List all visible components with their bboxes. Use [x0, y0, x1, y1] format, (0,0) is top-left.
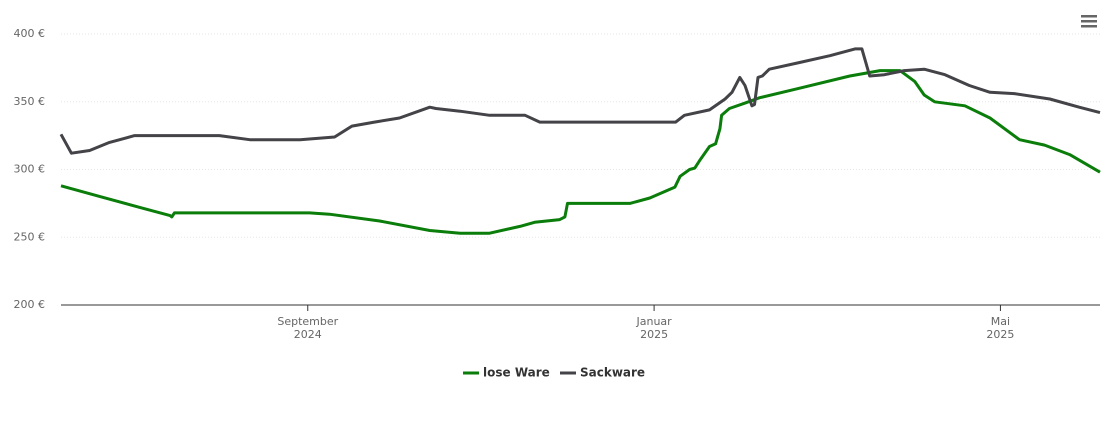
y-tick-label: 350 € — [14, 95, 46, 108]
menu-bar — [1081, 20, 1097, 23]
legend-label: lose Ware — [483, 366, 550, 380]
line — [60, 69, 1101, 235]
menu-bar — [1081, 15, 1097, 18]
line — [59, 47, 1101, 155]
x-tick-label: September 2024 — [277, 315, 339, 341]
x-tick-label: Mai 2025 — [986, 315, 1015, 341]
legend-item[interactable]: lose Ware — [463, 366, 550, 380]
y-tick-label: 250 € — [14, 230, 46, 243]
y-tick-label: 200 € — [14, 298, 46, 311]
menu-button[interactable] — [1081, 15, 1097, 28]
legend-label: Sackware — [580, 366, 645, 380]
y-tick-label: 300 € — [14, 163, 46, 176]
y-tick-label: 400 € — [14, 27, 46, 40]
x-tick-label: Januar 2025 — [636, 315, 672, 341]
menu-bar — [1081, 25, 1097, 28]
legend-item[interactable]: Sackware — [560, 366, 645, 380]
